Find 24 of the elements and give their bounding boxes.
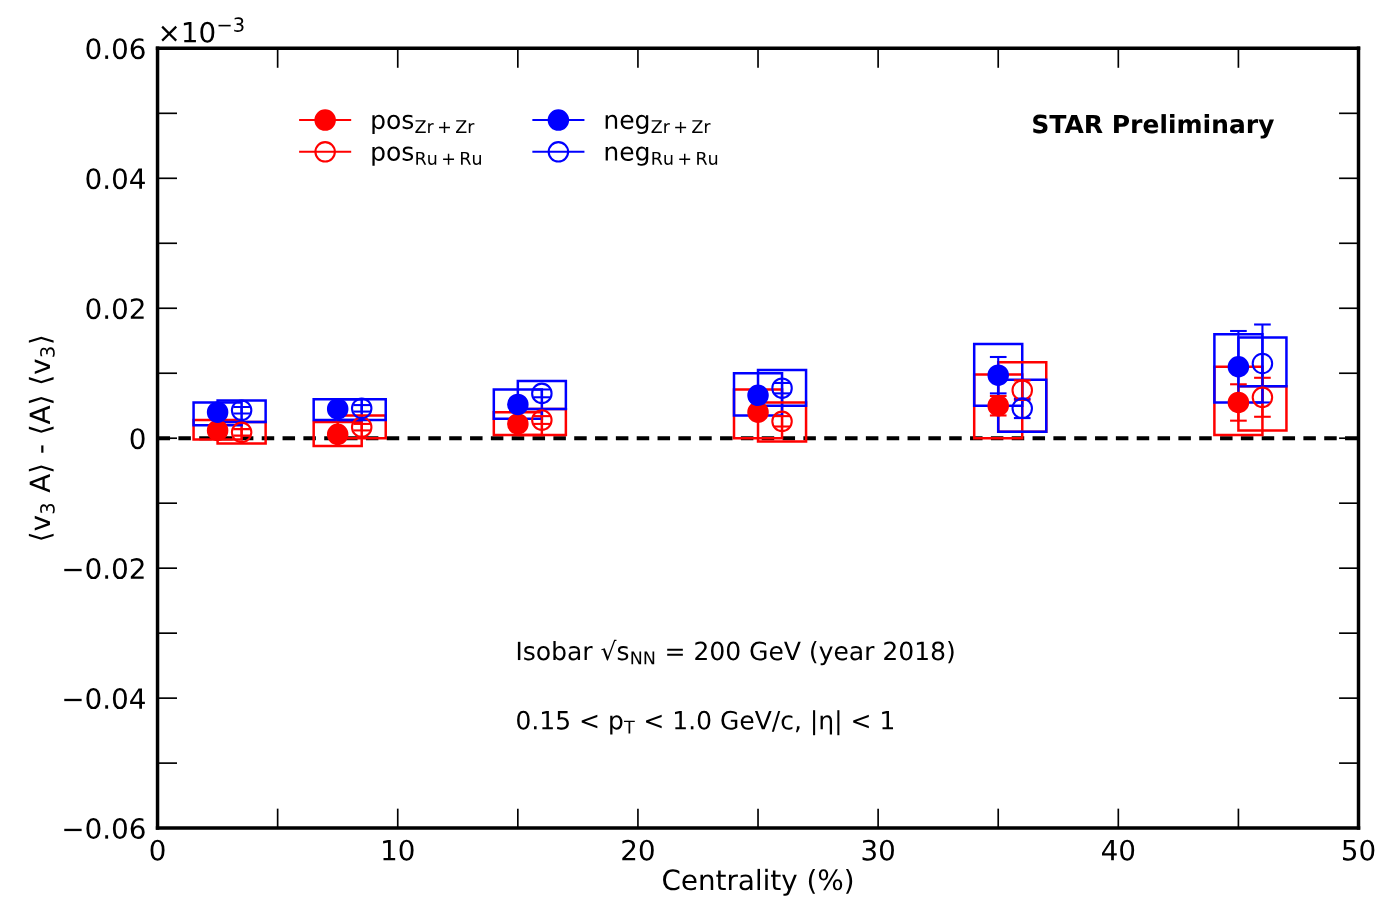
y-axis-title: ⟨v$_{3}$ A⟩ - ⟨A⟩ ⟨v$_{3}$⟩ [28,336,55,540]
annotation: 0.15 < p$_{T}$ < 1.0 GeV/c, |η| < 1 [517,710,894,736]
y-tick-label: −0.06 [64,818,145,840]
legend-label: pos$_{Zr+Zr}$ [372,114,475,135]
y-tick-label: −0.04 [64,688,145,710]
y-tick-label: −0.02 [64,558,144,580]
x-tick-label: 30 [862,839,894,861]
x-tick-label: 10 [383,839,414,861]
legend-label: neg$_{Ru+Ru}$ [605,146,718,166]
y-tick-label: 0.06 [86,38,145,60]
text: ×10$^{−3}$ [161,17,244,43]
x-tick-label: 20 [622,839,654,861]
y-tick-label: 0 [130,428,145,450]
x-tick-label: 0 [150,839,165,861]
point [206,419,229,442]
y-tick-label: 0.02 [86,298,144,320]
x-axis-title: Centrality (%) [663,868,853,896]
legend-label: neg$_{Zr+Zr}$ [605,114,711,135]
annotation: Isobar √s$_{NN}$ = 200 GeV (year 2018) [517,639,954,666]
y-tick-label: 0.04 [86,168,145,190]
legend-label: pos$_{Ru+Ru}$ [372,146,481,166]
x-tick-label: 50 [1342,839,1375,861]
annotation: STAR Preliminary [1033,114,1274,139]
x-tick-label: 40 [1102,839,1135,861]
